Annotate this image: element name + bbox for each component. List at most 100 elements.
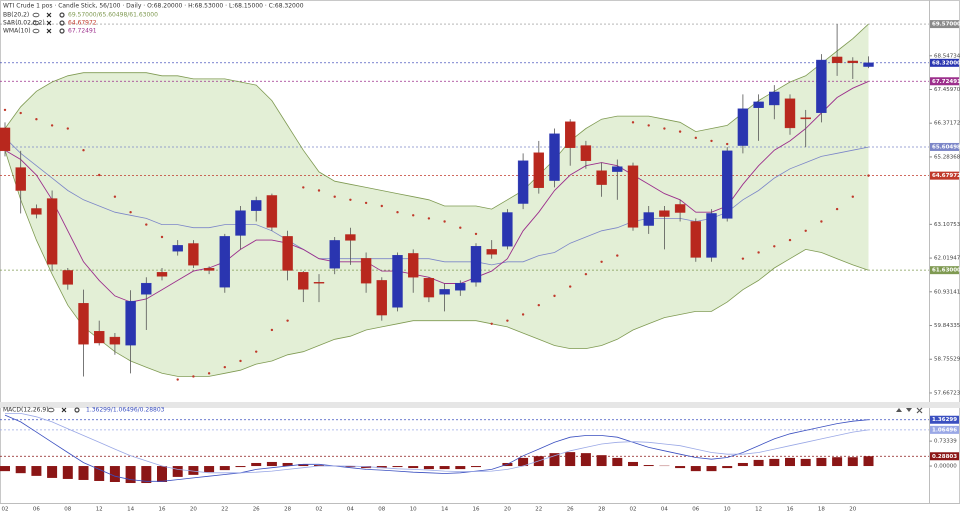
- candle-body: [219, 236, 231, 288]
- y-tick-label: 57.66723: [934, 390, 960, 396]
- sar-dot: [66, 127, 70, 130]
- candle-body: [674, 204, 686, 213]
- candle-body: [517, 160, 529, 204]
- y-tick-label: 0.73339: [934, 439, 957, 445]
- macd-histogram-bar: [565, 452, 576, 467]
- sar-dot: [678, 130, 682, 133]
- sar-dot: [694, 136, 697, 140]
- y-tick-label: 0.00000: [934, 464, 957, 470]
- x-tick-label: 06: [692, 507, 699, 513]
- macd-histogram-bar: [690, 466, 701, 472]
- tag-box: [930, 20, 959, 29]
- x-tick-label: 10: [410, 507, 417, 513]
- settings-icon[interactable]: [59, 12, 65, 18]
- sar-dot: [773, 245, 776, 248]
- remove-icon[interactable]: [46, 28, 52, 34]
- x-tick-label: 12: [755, 507, 762, 513]
- candle-body: [156, 272, 168, 277]
- tag-box: [930, 58, 959, 67]
- candle-body: [172, 245, 183, 252]
- macd-histogram-bar: [423, 466, 434, 470]
- macd-histogram-bar: [78, 466, 89, 480]
- macd-histogram-bar: [266, 461, 277, 467]
- sar-dot: [835, 207, 839, 211]
- x-tick-label: 16: [473, 507, 480, 513]
- y-tick-label: 63.10753: [934, 222, 960, 228]
- macd-histogram-bar: [863, 456, 874, 467]
- candle-body: [659, 210, 670, 217]
- settings-icon[interactable]: [59, 28, 65, 34]
- panel-buttons[interactable]: [896, 407, 923, 414]
- macd-histogram-bar: [15, 466, 26, 474]
- candle-body: [863, 62, 874, 67]
- macd-histogram-bar: [785, 457, 795, 467]
- close-icon[interactable]: [916, 407, 923, 414]
- tag-label: 65.60498: [932, 144, 960, 150]
- macd-histogram-bar: [141, 466, 152, 484]
- x-tick-label: 14: [127, 507, 134, 513]
- sar-dot: [741, 257, 745, 260]
- panel-divider[interactable]: [0, 402, 960, 408]
- sar-dot: [757, 251, 760, 254]
- sar-dot: [223, 365, 226, 369]
- macd-histogram-bar: [298, 464, 309, 467]
- macd-histogram-bar: [172, 466, 183, 477]
- visibility-icon[interactable]: [32, 12, 40, 18]
- x-tick-label: 20: [504, 507, 511, 513]
- macd-histogram-bar: [753, 459, 764, 467]
- candle-body: [690, 221, 701, 258]
- sar-dot: [239, 359, 242, 363]
- sar-dot: [270, 328, 274, 332]
- tag-label: 61.63000: [932, 268, 960, 274]
- sar-dot: [867, 174, 870, 177]
- remove-icon[interactable]: [46, 20, 52, 26]
- sar-dot: [788, 238, 792, 242]
- tag-box: [930, 77, 959, 86]
- remove-icon[interactable]: [61, 407, 67, 413]
- x-tick-label: 02: [630, 507, 637, 513]
- macd-histogram-bar: [722, 466, 733, 469]
- candle-body: [722, 150, 733, 219]
- macd-histogram-bar: [94, 466, 105, 481]
- tag-label: 1.36299: [932, 417, 957, 423]
- macd-histogram-bar: [62, 466, 73, 479]
- macd-title: MACD(12,26,9): [3, 407, 49, 414]
- move-up-icon[interactable]: [896, 408, 902, 412]
- move-down-icon[interactable]: [906, 408, 912, 412]
- macd-histogram-bar: [392, 466, 403, 468]
- x-tick-label: 06: [33, 507, 40, 513]
- sar-dot: [98, 173, 101, 177]
- candle-body: [800, 117, 811, 120]
- macd-histogram-bar: [157, 466, 167, 482]
- visibility-icon[interactable]: [32, 28, 40, 34]
- tag-label: 67.72491: [932, 79, 960, 85]
- candle-body: [753, 101, 764, 108]
- x-tick-label: 04: [661, 507, 668, 513]
- sar-dot: [82, 149, 85, 152]
- visibility-icon[interactable]: [47, 407, 55, 413]
- sar-dot: [317, 189, 321, 192]
- y-tick-label: 58.75529: [934, 357, 960, 363]
- macd-histogram-bar: [408, 466, 419, 469]
- macd-histogram-bar: [832, 457, 843, 467]
- sar-dot: [474, 232, 478, 236]
- sar-dot: [663, 127, 666, 130]
- sar-dot: [145, 223, 148, 226]
- candle-body: [612, 166, 623, 172]
- candle-body: [643, 212, 654, 226]
- macd-histogram-bar: [31, 466, 42, 476]
- sar-dot: [600, 260, 603, 263]
- sar-dot: [19, 111, 22, 115]
- candle-body: [109, 336, 121, 345]
- candle-body: [423, 278, 435, 298]
- sar-dot: [490, 322, 493, 325]
- x-tick-label: 04: [347, 507, 354, 513]
- remove-icon[interactable]: [46, 12, 52, 18]
- settings-icon[interactable]: [74, 407, 80, 413]
- legend-value: 69.57000/65.60498/61.63000: [68, 12, 158, 19]
- legend-value: 64.67972: [68, 20, 97, 27]
- macd-legend-value: 1.36299/1.06496/0.28803: [86, 407, 165, 414]
- price-plot: [0, 23, 929, 381]
- settings-icon[interactable]: [59, 20, 65, 26]
- visibility-icon[interactable]: [32, 20, 40, 26]
